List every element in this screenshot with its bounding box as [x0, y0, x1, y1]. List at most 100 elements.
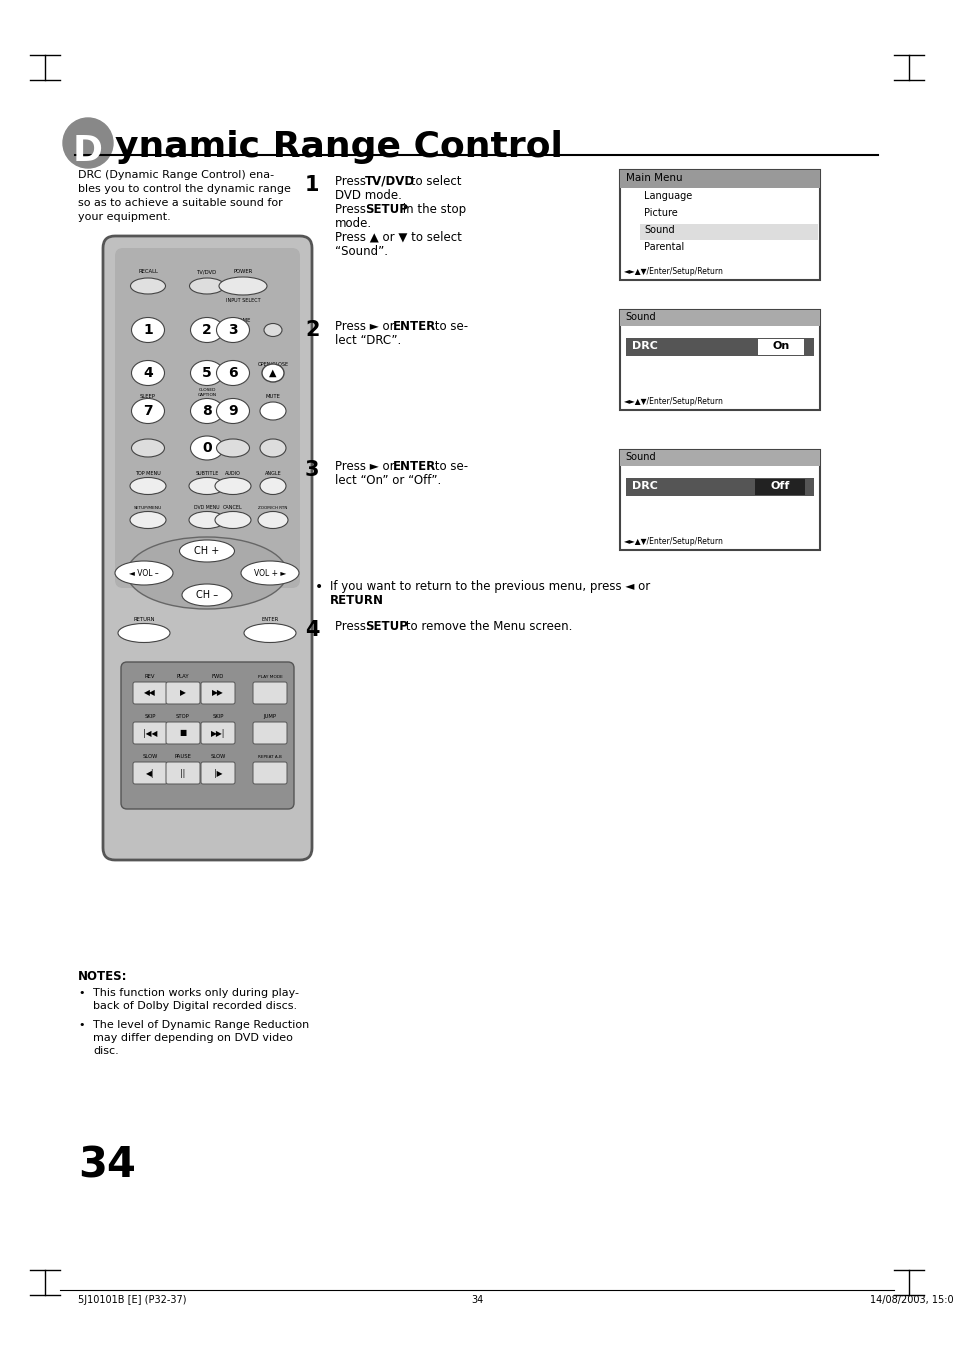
Text: Parental: Parental [643, 242, 683, 253]
Text: REV: REV [145, 674, 155, 680]
Bar [625, 478, 813, 496]
Text: so as to achieve a suitable sound for: so as to achieve a suitable sound for [78, 199, 282, 208]
Text: ANGLE: ANGLE [264, 471, 281, 476]
Text: Press ► or: Press ► or [335, 459, 398, 473]
Text: |▶: |▶ [213, 769, 222, 777]
FancyBboxPatch shape [253, 682, 287, 704]
Ellipse shape [132, 399, 164, 423]
Text: “Sound”.: “Sound”. [335, 245, 388, 258]
Text: SKIP: SKIP [144, 713, 155, 719]
Text: CLOSED
CAPTION: CLOSED CAPTION [197, 388, 216, 397]
Ellipse shape [260, 477, 286, 494]
Text: to select: to select [407, 176, 461, 188]
Text: SUBTITLE: SUBTITLE [195, 471, 218, 476]
Text: On: On [772, 340, 789, 351]
Ellipse shape [182, 584, 232, 607]
Text: lect “DRC”.: lect “DRC”. [335, 334, 401, 347]
Ellipse shape [216, 399, 250, 423]
Ellipse shape [216, 439, 250, 457]
Ellipse shape [190, 278, 224, 295]
FancyBboxPatch shape [103, 236, 312, 861]
Text: SKIP: SKIP [213, 713, 223, 719]
Ellipse shape [260, 403, 286, 420]
Text: ZOOM/CH RTN: ZOOM/CH RTN [258, 507, 288, 509]
Text: DVD MENU: DVD MENU [194, 505, 219, 509]
Bar [619, 450, 820, 466]
FancyBboxPatch shape [166, 721, 200, 744]
Ellipse shape [132, 361, 164, 385]
Text: 2: 2 [202, 323, 212, 336]
Text: CH –: CH – [195, 590, 218, 600]
Text: ◀|: ◀| [146, 769, 154, 777]
Text: SLOW: SLOW [210, 754, 226, 759]
Text: •: • [78, 1020, 85, 1029]
Text: |◀◀: |◀◀ [143, 728, 157, 738]
Text: to se-: to se- [431, 459, 468, 473]
Text: 3: 3 [305, 459, 319, 480]
Ellipse shape [191, 317, 223, 343]
Text: 0: 0 [202, 440, 212, 455]
Text: POWER: POWER [233, 269, 253, 274]
Text: RETURN: RETURN [330, 594, 384, 607]
Text: Press: Press [335, 203, 370, 216]
Text: TV/DVD: TV/DVD [365, 176, 415, 188]
Text: TV/DVD: TV/DVD [196, 269, 217, 274]
Ellipse shape [189, 477, 225, 494]
FancyBboxPatch shape [201, 762, 234, 784]
Text: mode.: mode. [335, 218, 372, 230]
Ellipse shape [115, 561, 172, 585]
Text: Press: Press [335, 176, 370, 188]
Ellipse shape [132, 439, 164, 457]
Text: D: D [73, 134, 103, 168]
Ellipse shape [63, 118, 112, 168]
Text: REPEAT A-B: REPEAT A-B [258, 755, 282, 759]
Text: in the stop: in the stop [398, 203, 466, 216]
Bar [625, 338, 813, 357]
Text: .: . [374, 594, 377, 607]
Text: •: • [78, 988, 85, 998]
Text: 6: 6 [228, 366, 237, 380]
Ellipse shape [219, 277, 267, 295]
Text: PLAY: PLAY [176, 674, 189, 680]
Text: 8: 8 [202, 404, 212, 417]
Text: TOP MENU: TOP MENU [135, 471, 161, 476]
Text: lect “On” or “Off”.: lect “On” or “Off”. [335, 474, 441, 486]
Text: VOL + ►: VOL + ► [253, 569, 286, 577]
Ellipse shape [118, 624, 170, 643]
Text: ▶: ▶ [180, 689, 186, 697]
Ellipse shape [264, 323, 282, 336]
Text: This function works only during play-: This function works only during play- [92, 988, 298, 998]
Text: Language: Language [643, 190, 692, 201]
Ellipse shape [130, 512, 166, 528]
Text: 2: 2 [305, 320, 319, 340]
Text: ◄►▲▼/Enter/Setup/Return: ◄►▲▼/Enter/Setup/Return [623, 397, 723, 407]
Text: AUDIO: AUDIO [225, 471, 241, 476]
Ellipse shape [131, 278, 165, 295]
Bar [758, 339, 803, 355]
Ellipse shape [262, 363, 284, 382]
FancyBboxPatch shape [132, 682, 167, 704]
Text: NOTES:: NOTES: [78, 970, 128, 984]
Text: DRC: DRC [631, 340, 658, 351]
Ellipse shape [191, 361, 223, 385]
Text: DRC: DRC [631, 481, 658, 490]
Text: MUTE: MUTE [265, 394, 280, 399]
Text: 4: 4 [305, 620, 319, 640]
FancyBboxPatch shape [115, 249, 299, 588]
Text: ◄►▲▼/Enter/Setup/Return: ◄►▲▼/Enter/Setup/Return [623, 536, 723, 546]
Bar [619, 309, 820, 326]
FancyBboxPatch shape [201, 721, 234, 744]
Text: Press ▲ or ▼ to select: Press ▲ or ▼ to select [335, 231, 461, 245]
Text: ynamic Range Control: ynamic Range Control [115, 130, 562, 163]
Text: ▲: ▲ [269, 367, 276, 378]
FancyBboxPatch shape [166, 762, 200, 784]
Text: ◄ VOL –: ◄ VOL – [129, 569, 159, 577]
Text: 14/08/2003, 15:04: 14/08/2003, 15:04 [869, 1296, 953, 1305]
Text: your equipment.: your equipment. [78, 212, 171, 222]
Text: OPEN/CLOSE: OPEN/CLOSE [257, 361, 288, 366]
FancyBboxPatch shape [132, 762, 167, 784]
Ellipse shape [214, 512, 251, 528]
Text: 1: 1 [143, 323, 152, 336]
Text: SETUP/MENU: SETUP/MENU [133, 507, 162, 509]
Bar [754, 480, 804, 494]
